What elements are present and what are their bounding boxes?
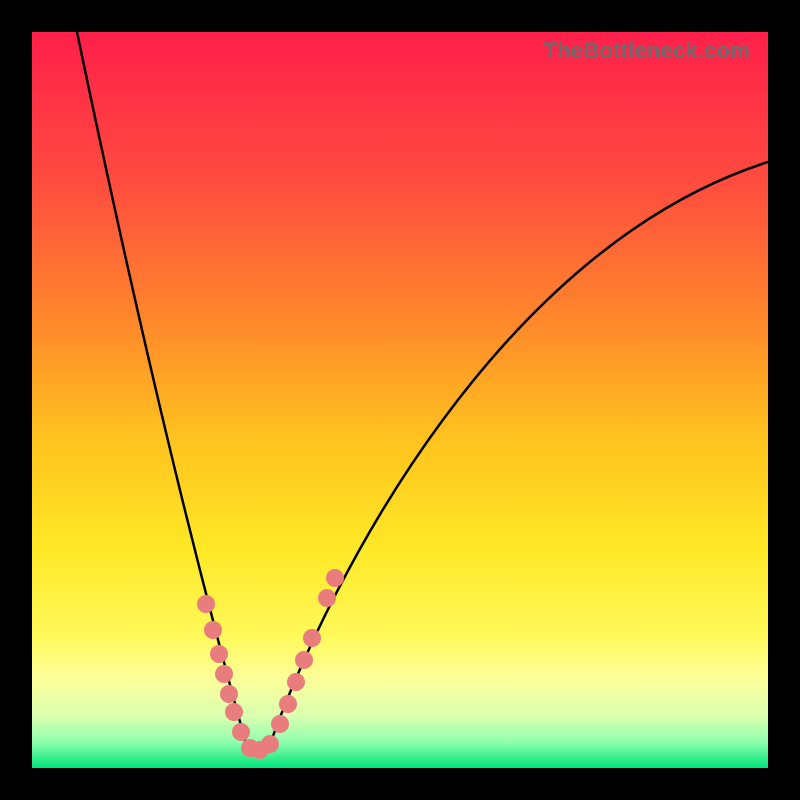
marker-group <box>197 569 344 759</box>
bottleneck-curve <box>77 32 768 750</box>
data-point-marker <box>220 685 238 703</box>
chart-frame: TheBottleneck.com <box>0 0 800 800</box>
plot-area: TheBottleneck.com <box>32 32 768 768</box>
data-point-marker <box>303 629 321 647</box>
curve-layer <box>32 32 768 768</box>
data-point-marker <box>261 735 279 753</box>
data-point-marker <box>295 651 313 669</box>
data-point-marker <box>204 621 222 639</box>
data-point-marker <box>225 703 243 721</box>
data-point-marker <box>279 695 297 713</box>
data-point-marker <box>318 589 336 607</box>
data-point-marker <box>287 673 305 691</box>
data-point-marker <box>210 645 228 663</box>
data-point-marker <box>232 723 250 741</box>
data-point-marker <box>326 569 344 587</box>
data-point-marker <box>271 715 289 733</box>
data-point-marker <box>197 595 215 613</box>
data-point-marker <box>215 665 233 683</box>
